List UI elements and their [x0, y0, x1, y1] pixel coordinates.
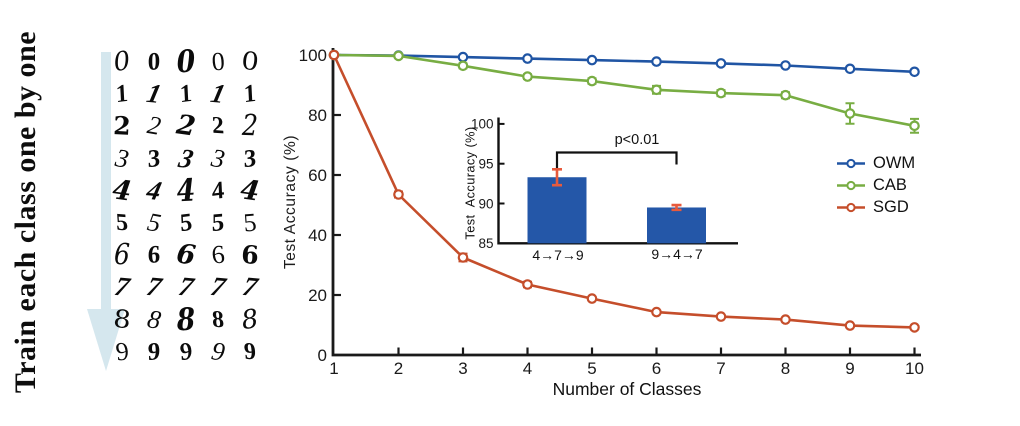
sgd-series — [328, 49, 920, 333]
legend: OWM CAB SGD — [836, 152, 915, 219]
sgd-marker — [393, 189, 404, 200]
owm-marker — [844, 63, 856, 75]
main-chart-ylabel: Test Accuracy (%) — [282, 134, 299, 270]
main-axes — [331, 48, 921, 357]
cab-marker — [715, 87, 727, 99]
owm-legend-marker-icon — [837, 158, 865, 168]
owm-series — [328, 49, 920, 78]
legend-label-owm: OWM — [873, 153, 916, 172]
inset-ylabel: Test Accuracy (%) — [462, 126, 478, 240]
cab-marker — [909, 120, 920, 132]
cab-legend-marker-icon — [837, 180, 865, 191]
legend-item-cab: CAB — [836, 174, 915, 196]
owm-line — [333, 53, 915, 74]
main-x-tick-label: 1 — [329, 359, 338, 378]
sgd-marker — [715, 311, 727, 322]
sgd-line — [332, 54, 915, 329]
main-y-tick-label: 80 — [308, 106, 327, 125]
cab-series — [328, 49, 920, 134]
down-arrow-head-icon — [87, 309, 125, 371]
legend-label-cab: CAB — [873, 176, 907, 195]
sgd-marker — [457, 252, 469, 263]
cab-marker — [651, 84, 662, 96]
cab-marker — [393, 50, 404, 62]
inset-axes — [497, 117, 738, 245]
main-x-tick-label: 4 — [523, 359, 532, 378]
legend-item-owm: OWM — [836, 152, 915, 174]
main-x-tick-label: 5 — [587, 359, 596, 378]
main-x-tick-label: 10 — [905, 359, 924, 378]
owm-marker — [715, 58, 727, 69]
sgd-legend-marker-icon — [837, 203, 865, 213]
cab-marker — [586, 75, 598, 87]
inset-error-bar-1 — [552, 167, 562, 187]
main-line-chart: 0 20 40 60 80 100 1 2 3 4 5 6 7 8 9 10 — [299, 46, 924, 378]
owm-marker — [651, 56, 662, 67]
owm-marker — [586, 54, 598, 66]
main-y-tick-label: 0 — [318, 346, 327, 365]
sgd-marker — [586, 293, 598, 304]
sgd-marker — [522, 279, 533, 290]
main-chart-xlabel: Number of Classes — [552, 379, 702, 399]
down-arrow-shaft — [101, 52, 111, 310]
inset-bar-chart: 85 90 95 100 — [471, 117, 738, 251]
main-x-tick-label: 2 — [394, 359, 403, 378]
main-x-tick-label: 6 — [652, 359, 661, 378]
sgd-marker — [328, 49, 340, 61]
inset-bar-1 — [527, 177, 587, 244]
main-x-tick-label: 7 — [716, 359, 725, 378]
inset-error-bar-2 — [671, 203, 682, 212]
cab-line — [333, 53, 915, 128]
inset-y-tick-label: 100 — [471, 117, 494, 132]
main-y-tick-label: 100 — [299, 46, 327, 65]
significance-label: p<0.01 — [614, 132, 660, 148]
sgd-marker — [651, 306, 662, 318]
owm-marker — [909, 66, 920, 78]
main-y-tick-label: 40 — [308, 226, 327, 245]
cab-marker — [522, 71, 533, 82]
main-x-tick-label: 3 — [458, 359, 467, 378]
legend-item-sgd: SGD — [836, 197, 915, 219]
main-x-tick-label: 8 — [781, 359, 790, 378]
cab-marker — [457, 60, 469, 72]
owm-marker — [780, 60, 791, 71]
sgd-marker — [909, 322, 920, 333]
inset-y-tick-label: 85 — [478, 236, 493, 251]
significance-bracket — [555, 151, 678, 168]
sgd-marker — [844, 320, 856, 331]
inset-y-tick-label: 95 — [478, 157, 493, 172]
main-x-tick-label: 9 — [845, 359, 854, 378]
cab-marker — [780, 89, 791, 101]
cab-marker — [844, 108, 856, 119]
main-y-tick-label: 60 — [308, 166, 327, 185]
inset-y-tick-label: 90 — [478, 196, 493, 211]
inset-category-2: 9→4→7 — [651, 246, 703, 262]
owm-marker — [522, 53, 533, 64]
inset-bar-2 — [647, 207, 706, 244]
owm-marker — [457, 51, 469, 63]
main-y-tick-label: 20 — [308, 286, 327, 305]
legend-label-sgd: SGD — [873, 198, 909, 217]
sgd-marker — [780, 314, 791, 325]
inset-category-1: 4→7→9 — [532, 247, 584, 263]
